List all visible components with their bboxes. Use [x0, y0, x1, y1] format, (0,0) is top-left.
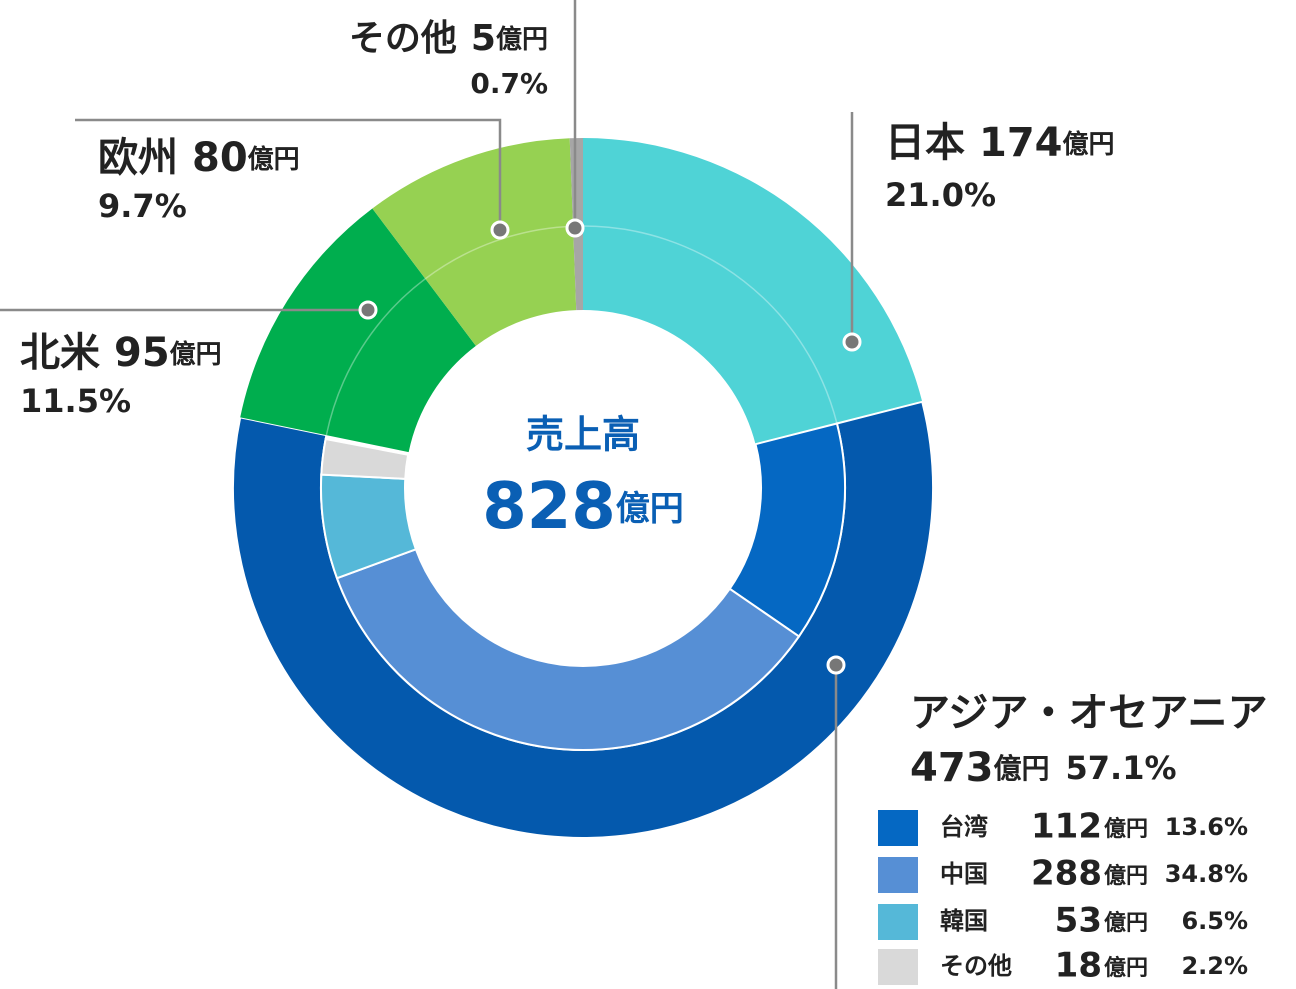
legend-unit: 億円 [1104, 955, 1148, 981]
rings [232, 138, 934, 839]
legend-share: 2.2% [1181, 952, 1248, 980]
segment-unit: 億円 [1063, 130, 1115, 160]
ring-divider [582, 225, 838, 424]
legend-unit: 億円 [1104, 816, 1148, 842]
segment-name: アジア・オセアニア [910, 690, 1268, 736]
segment-unit: 億円 [248, 145, 300, 175]
leader-dot [826, 655, 846, 675]
segment-value: 5 [471, 18, 496, 59]
leader-dot [565, 218, 585, 238]
segment-share: 21.0% [885, 176, 996, 214]
legend-name: 韓国 [940, 907, 988, 935]
segment-name: 日本 [885, 120, 965, 166]
legend-name: 台湾 [940, 813, 988, 841]
segment-unit: 億円 [496, 25, 548, 55]
legend-swatch [878, 949, 918, 985]
legend-swatch [878, 857, 918, 893]
segment-total: 473億円 57.1% [910, 745, 1177, 791]
segment-share: 0.7% [470, 67, 548, 100]
segment-label: その他 5億円 [349, 18, 548, 59]
legend-value: 288 [1031, 854, 1102, 894]
legend-swatch [878, 810, 918, 846]
total-value: 828 [482, 470, 616, 544]
legend-share: 6.5% [1181, 907, 1248, 935]
segment-value: 95 [114, 330, 170, 376]
legend-value: 53 [1055, 901, 1102, 941]
legend-swatch [878, 904, 918, 940]
ring-divider [325, 278, 426, 436]
inner-slice [335, 547, 801, 752]
ring-divider [424, 225, 574, 280]
segment-value: 80 [192, 135, 248, 181]
legend-unit: 億円 [1104, 863, 1148, 889]
segment-label: 日本 174億円 [885, 120, 1115, 166]
segment-value: 473 [910, 745, 994, 791]
segment-unit: 億円 [170, 340, 222, 370]
slice [372, 138, 577, 346]
legend-share: 13.6% [1165, 813, 1248, 841]
segment-name: その他 [349, 18, 457, 59]
segment-label: 欧州 80億円 [98, 135, 300, 181]
slice [240, 208, 476, 453]
legend-share: 34.8% [1165, 860, 1248, 888]
leader-line [75, 118, 502, 230]
total-unit: 億円 [616, 489, 684, 529]
legend-unit: 億円 [1104, 910, 1148, 936]
legend-name: その他 [940, 952, 1012, 980]
segment-label: 北米 95億円 [20, 330, 222, 376]
slice [583, 138, 923, 445]
leader-dot [842, 332, 862, 352]
leader-dot [490, 220, 510, 240]
segment-name: 北米 [20, 330, 100, 376]
segment-share: 57.1% [1066, 749, 1177, 787]
segment-unit: 億円 [994, 752, 1050, 785]
legend-value: 18 [1055, 946, 1102, 986]
inner-slice [320, 437, 410, 480]
segment-share: 11.5% [20, 382, 131, 420]
leader-dot [358, 300, 378, 320]
legend-value: 112 [1031, 807, 1102, 847]
segment-value: 174 [979, 120, 1063, 166]
center-total: 828億円 [482, 470, 684, 544]
segment-name: 欧州 [98, 135, 178, 181]
segment-share: 9.7% [98, 187, 187, 225]
segment-label: アジア・オセアニア [910, 690, 1268, 736]
center-label: 売上高 [526, 413, 640, 457]
legend-name: 中国 [940, 860, 988, 888]
